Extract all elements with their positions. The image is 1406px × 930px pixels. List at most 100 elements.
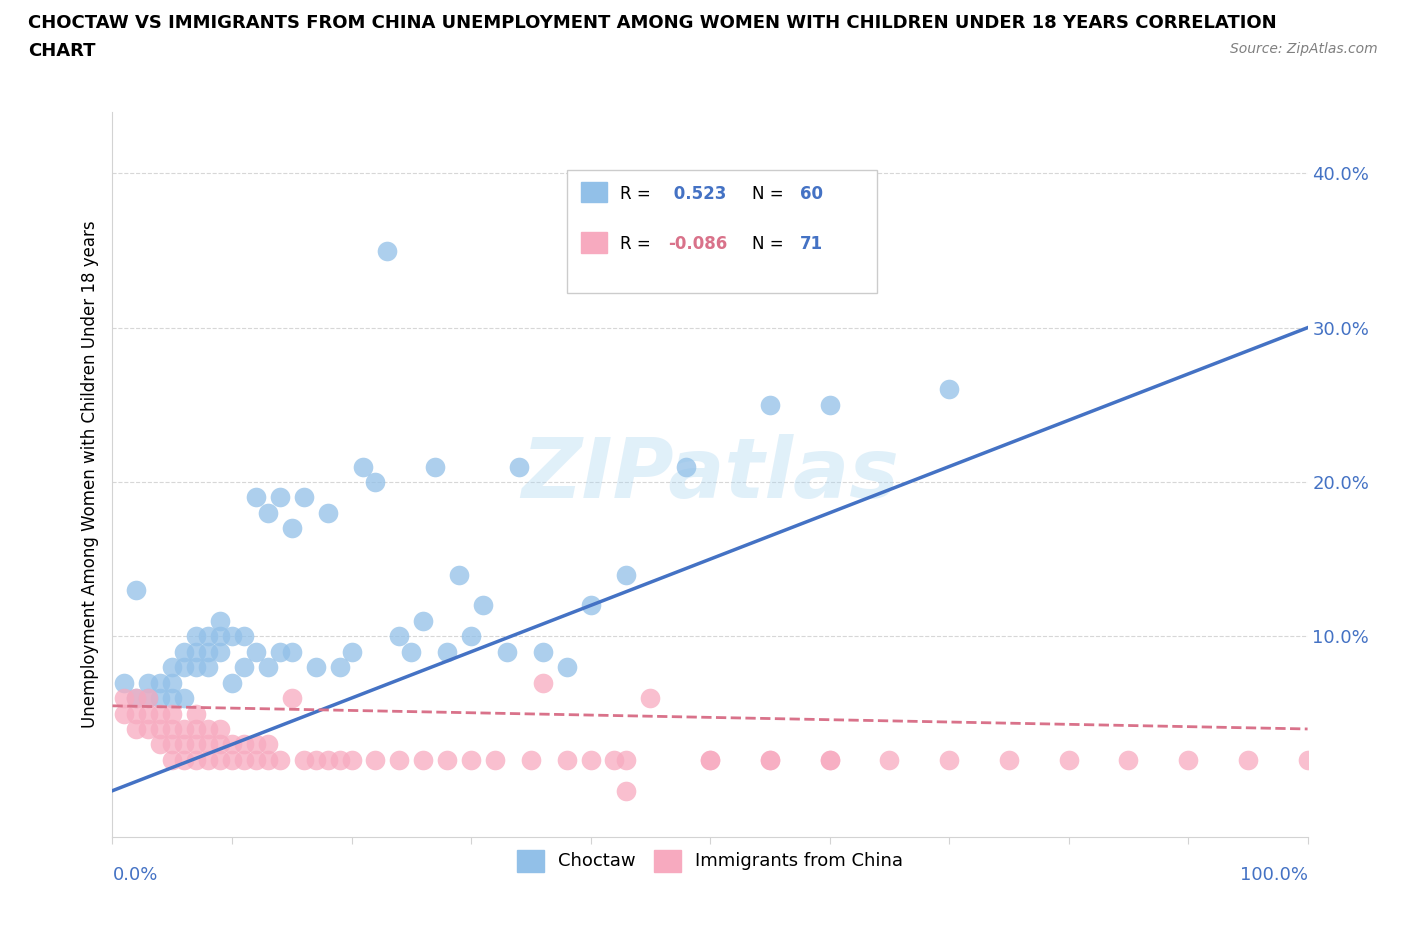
Point — [149, 675, 172, 690]
Point — [221, 752, 243, 767]
Point — [1296, 752, 1319, 767]
Point — [269, 644, 291, 659]
Point — [173, 752, 195, 767]
Point — [388, 752, 411, 767]
Point — [233, 752, 256, 767]
Point — [603, 752, 626, 767]
Point — [364, 474, 387, 489]
Point — [616, 567, 638, 582]
Point — [173, 659, 195, 674]
Text: 0.523: 0.523 — [668, 184, 727, 203]
Point — [818, 752, 841, 767]
Text: 60: 60 — [800, 184, 823, 203]
Point — [186, 644, 208, 659]
Text: N =: N = — [752, 184, 783, 203]
Point — [1237, 752, 1260, 767]
Point — [221, 629, 243, 644]
Point — [186, 659, 208, 674]
Point — [759, 397, 782, 412]
Point — [998, 752, 1021, 767]
Point — [233, 737, 256, 751]
Point — [138, 691, 160, 706]
Point — [292, 752, 315, 767]
Point — [496, 644, 519, 659]
Bar — [581, 181, 607, 203]
Point — [186, 706, 208, 721]
Point — [316, 752, 339, 767]
Point — [245, 737, 267, 751]
Point — [197, 737, 219, 751]
Point — [173, 722, 195, 737]
Point — [938, 752, 960, 767]
Point — [316, 505, 339, 520]
Point — [173, 691, 195, 706]
Point — [257, 659, 280, 674]
Point — [197, 722, 219, 737]
Point — [245, 490, 267, 505]
Point — [508, 459, 530, 474]
Point — [114, 675, 135, 690]
Point — [209, 644, 232, 659]
Point — [1177, 752, 1199, 767]
Point — [197, 752, 219, 767]
Point — [233, 629, 256, 644]
Point — [138, 691, 160, 706]
Point — [1057, 752, 1080, 767]
Point — [879, 752, 901, 767]
Point — [173, 644, 195, 659]
Point — [520, 752, 543, 767]
Point — [555, 659, 578, 674]
Point — [149, 706, 172, 721]
Point — [209, 614, 232, 629]
Point — [209, 752, 232, 767]
Text: R =: R = — [620, 184, 651, 203]
Point — [162, 659, 183, 674]
Point — [209, 629, 232, 644]
Point — [186, 752, 208, 767]
Point — [149, 691, 172, 706]
Point — [460, 752, 482, 767]
Point — [221, 675, 243, 690]
Point — [616, 783, 638, 798]
Point — [221, 737, 243, 751]
Text: 100.0%: 100.0% — [1240, 866, 1308, 884]
Bar — [581, 232, 607, 253]
Legend: Choctaw, Immigrants from China: Choctaw, Immigrants from China — [509, 843, 911, 879]
Point — [138, 706, 160, 721]
Point — [305, 752, 328, 767]
Point — [1118, 752, 1140, 767]
Point — [114, 691, 135, 706]
Point — [197, 659, 219, 674]
Point — [281, 521, 304, 536]
Point — [640, 691, 662, 706]
Point — [269, 490, 291, 505]
FancyBboxPatch shape — [567, 169, 877, 293]
Point — [162, 737, 183, 751]
Point — [412, 752, 434, 767]
Point — [125, 722, 148, 737]
Point — [759, 752, 782, 767]
Point — [138, 675, 160, 690]
Point — [257, 505, 280, 520]
Point — [162, 675, 183, 690]
Point — [675, 459, 697, 474]
Point — [197, 629, 219, 644]
Point — [162, 752, 183, 767]
Point — [340, 752, 363, 767]
Point — [699, 752, 721, 767]
Point — [401, 644, 423, 659]
Point — [388, 629, 411, 644]
Point — [329, 659, 352, 674]
Point — [186, 722, 208, 737]
Text: 0.0%: 0.0% — [112, 866, 157, 884]
Y-axis label: Unemployment Among Women with Children Under 18 years: Unemployment Among Women with Children U… — [80, 220, 98, 728]
Point — [269, 752, 291, 767]
Text: R =: R = — [620, 235, 651, 253]
Point — [436, 752, 458, 767]
Text: -0.086: -0.086 — [668, 235, 727, 253]
Point — [114, 706, 135, 721]
Point — [305, 659, 328, 674]
Point — [364, 752, 387, 767]
Point — [209, 722, 232, 737]
Point — [425, 459, 447, 474]
